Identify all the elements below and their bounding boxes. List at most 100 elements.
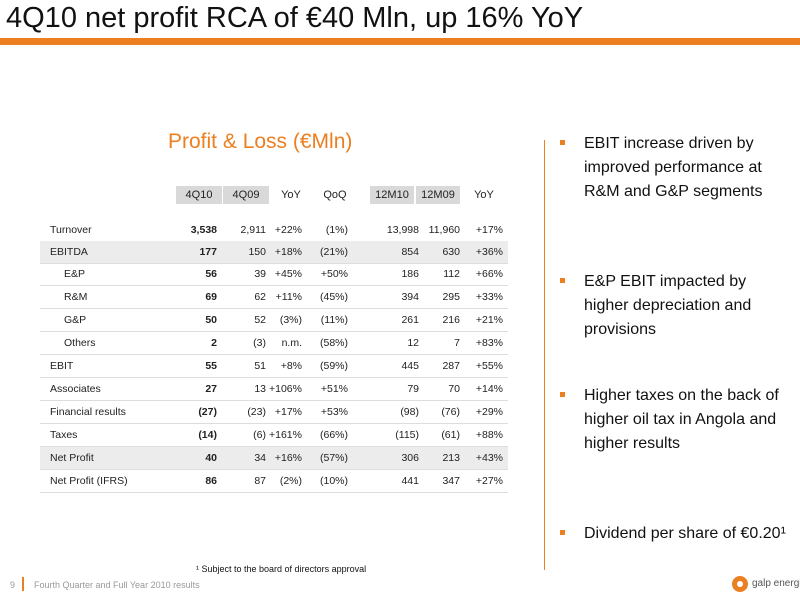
column-header: QoQ — [323, 189, 347, 201]
table-cell: (58%) — [319, 337, 348, 349]
table-cell: +8% — [280, 360, 302, 372]
table-cell: 40 — [205, 452, 217, 464]
table-cell: +14% — [475, 383, 503, 395]
table-cell: 70 — [448, 383, 460, 395]
row-label: Turnover — [50, 224, 92, 236]
bullet-square-icon — [560, 392, 565, 397]
table-cell: +27% — [475, 475, 503, 487]
column-header: 4Q09 — [223, 186, 269, 204]
logo-wordmark: galp energia — [752, 578, 800, 589]
table-cell: 55 — [205, 360, 217, 372]
table-cell: 261 — [401, 314, 419, 326]
table-cell: 51 — [254, 360, 266, 372]
slide-title: 4Q10 net profit RCA of €40 Mln, up 16% Y… — [6, 2, 584, 34]
table-cell: 445 — [401, 360, 419, 372]
table-cell: +18% — [274, 246, 302, 258]
row-label: Taxes — [50, 429, 78, 441]
table-cell: (98) — [400, 406, 419, 418]
table-cell: (61) — [441, 429, 460, 441]
table-cell: 186 — [401, 268, 419, 280]
table-cell: 630 — [442, 246, 460, 258]
galp-logo: galp energia — [732, 575, 800, 595]
row-label: Net Profit (IFRS) — [50, 475, 128, 487]
table-cell: 34 — [254, 452, 266, 464]
galp-logo-icon — [732, 576, 748, 592]
footer-text: Fourth Quarter and Full Year 2010 result… — [34, 580, 200, 590]
table-cell: (1%) — [325, 224, 348, 236]
table-row: E&P 56 39 +45% +50% 186 112 +66% — [40, 263, 508, 286]
bullet-square-icon — [560, 140, 565, 145]
title-rule — [0, 38, 800, 45]
table-cell: 13,998 — [386, 224, 419, 236]
row-label: Associates — [50, 383, 101, 395]
table-cell: 27 — [205, 383, 217, 395]
table-cell: +55% — [475, 360, 503, 372]
table-cell: 87 — [254, 475, 266, 487]
row-label: EBITDA — [50, 246, 88, 258]
table-cell: +43% — [475, 452, 503, 464]
table-cell: (23) — [247, 406, 266, 418]
column-header: 12M10 — [370, 186, 414, 204]
row-label: Others — [64, 337, 96, 349]
vertical-divider — [544, 140, 545, 570]
table-cell: (3) — [253, 337, 266, 349]
table-cell: +106% — [269, 383, 302, 395]
table-cell: 150 — [248, 246, 266, 258]
table-cell: 12 — [407, 337, 419, 349]
table-cell: (10%) — [319, 475, 348, 487]
table-cell: +16% — [274, 452, 302, 464]
table-cell: 112 — [443, 268, 460, 280]
table-cell: +17% — [475, 224, 503, 236]
bullet-text: Dividend per share of €0.20¹ — [584, 525, 786, 542]
table-title: Profit & Loss (€Mln) — [168, 130, 353, 153]
footnote: ¹ Subject to the board of directors appr… — [196, 564, 367, 574]
table-cell: 394 — [401, 291, 419, 303]
column-header: 12M09 — [416, 186, 460, 204]
table-cell: (2%) — [279, 475, 302, 487]
row-label: Financial results — [50, 406, 126, 418]
table-cell: +11% — [275, 291, 302, 303]
table-cell: +33% — [475, 291, 503, 303]
row-label: R&M — [64, 291, 88, 303]
table-row: Associates 27 13 +106% +51% 79 70 +14% — [40, 378, 508, 401]
bullet-text: E&P EBIT impacted by higher depreciation… — [584, 273, 752, 338]
table-cell: 177 — [199, 246, 217, 258]
table-cell: 39 — [254, 268, 266, 280]
table-cell: 52 — [254, 314, 266, 326]
bullet-text: EBIT increase driven by improved perform… — [584, 135, 763, 200]
table-cell: +66% — [475, 268, 503, 280]
table-cell: +83% — [475, 337, 503, 349]
table-row: Net Profit 40 34 +16% (57%) 306 213 +43% — [40, 447, 508, 470]
table-cell: (76) — [441, 406, 460, 418]
table-cell: +45% — [274, 268, 302, 280]
table-cell: (21%) — [319, 246, 348, 258]
table-row: Turnover 3,538 2,911 +22% (1%) 13,998 11,960 +1… — [40, 219, 508, 242]
bullet-square-icon — [560, 530, 565, 535]
table-row: EBIT 55 51 +8% (59%) 445 287 +55% — [40, 355, 508, 378]
table-row: Net Profit (IFRS) 86 87 (2%) (10%) 441 347 +27% — [40, 470, 508, 493]
footer-bar — [22, 577, 24, 591]
table-cell: +29% — [475, 406, 503, 418]
row-label: Net Profit — [50, 452, 94, 464]
table-cell: 295 — [442, 291, 460, 303]
table-cell: +53% — [320, 406, 348, 418]
table-cell: 69 — [205, 291, 217, 303]
table-row: EBITDA 177 150 +18% (21%) 854 630 +36% — [40, 241, 508, 264]
table-cell: 7 — [454, 337, 460, 349]
row-label: E&P — [64, 268, 86, 280]
table-cell: (11%) — [320, 314, 348, 326]
table-cell: +17% — [274, 406, 302, 418]
table-cell: 2,911 — [240, 224, 267, 236]
table-cell: (45%) — [319, 291, 348, 303]
table-cell: 86 — [205, 475, 217, 487]
table-cell: n.m. — [281, 337, 302, 349]
table-cell: 2 — [211, 337, 217, 349]
column-header: YoY — [281, 189, 301, 201]
bullet-square-icon — [560, 278, 565, 283]
row-label: EBIT — [50, 360, 74, 372]
table-cell: (57%) — [319, 452, 348, 464]
table-cell: 287 — [442, 360, 460, 372]
table-cell: 441 — [401, 475, 419, 487]
table-cell: (14) — [198, 429, 217, 441]
table-cell: +51% — [320, 383, 348, 395]
